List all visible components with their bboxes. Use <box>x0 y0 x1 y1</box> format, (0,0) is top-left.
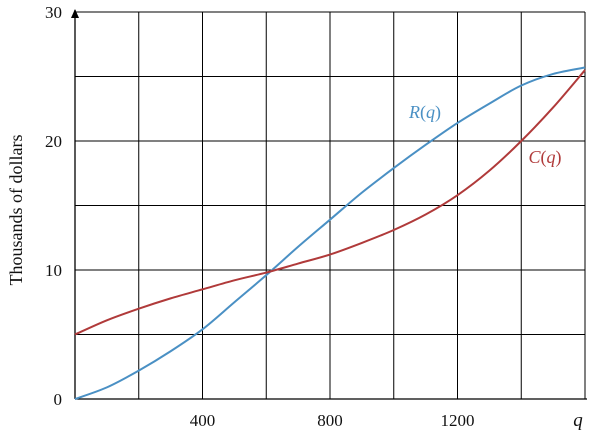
y-tick-label: 10 <box>45 261 62 280</box>
x-tick-label: 400 <box>190 411 216 430</box>
series-line <box>74 66 586 400</box>
series-label: C(q) <box>528 147 561 168</box>
y-axis-arrow <box>71 9 79 18</box>
series-label: R(q) <box>408 102 441 123</box>
y-tick-label: 0 <box>54 390 63 409</box>
y-tick-label: 20 <box>45 132 62 151</box>
series-line <box>74 69 586 336</box>
x-axis-label: q <box>573 410 583 431</box>
tick-labels: 400 800 1200 0 10 20 30 <box>45 3 475 430</box>
y-tick-label: 30 <box>45 3 62 22</box>
series-labels: R(q) C(q) <box>408 102 562 168</box>
x-tick-label: 800 <box>317 411 343 430</box>
y-axis-label: Thousands of dollars <box>6 135 26 286</box>
grid <box>75 11 586 399</box>
series-lines <box>74 66 586 400</box>
axes <box>71 9 587 400</box>
x-tick-label: 1200 <box>441 411 475 430</box>
